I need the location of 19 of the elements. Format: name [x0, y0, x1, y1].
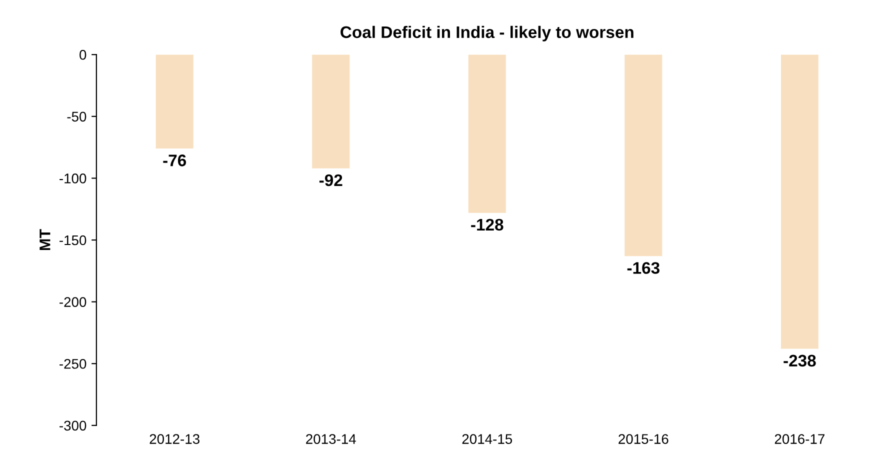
- y-axis-title: MT: [40, 229, 50, 250]
- y-tick-label: -50: [67, 112, 86, 122]
- y-tick-label: -300: [60, 420, 86, 431]
- x-tick-label: 2016-17: [774, 434, 824, 444]
- data-label: -76: [163, 154, 186, 166]
- y-tick-label: 0: [80, 50, 86, 60]
- y-tick-label: -100: [60, 174, 86, 184]
- data-label: -238: [784, 354, 816, 367]
- data-label: -92: [319, 174, 342, 186]
- y-tick-label: -200: [60, 297, 86, 307]
- x-tick-label: 2015-16: [618, 434, 668, 444]
- x-tick-label: 2014-15: [462, 434, 512, 444]
- data-label: -128: [471, 218, 504, 231]
- data-label: -163: [627, 262, 660, 274]
- x-tick-label: 2012-13: [150, 434, 200, 444]
- chart-title: Coal Deficit in India - likely to worsen: [340, 26, 634, 42]
- y-tick-label: -250: [60, 358, 86, 369]
- x-tick-label: 2013-14: [306, 434, 356, 444]
- y-tick-label: -150: [60, 235, 86, 246]
